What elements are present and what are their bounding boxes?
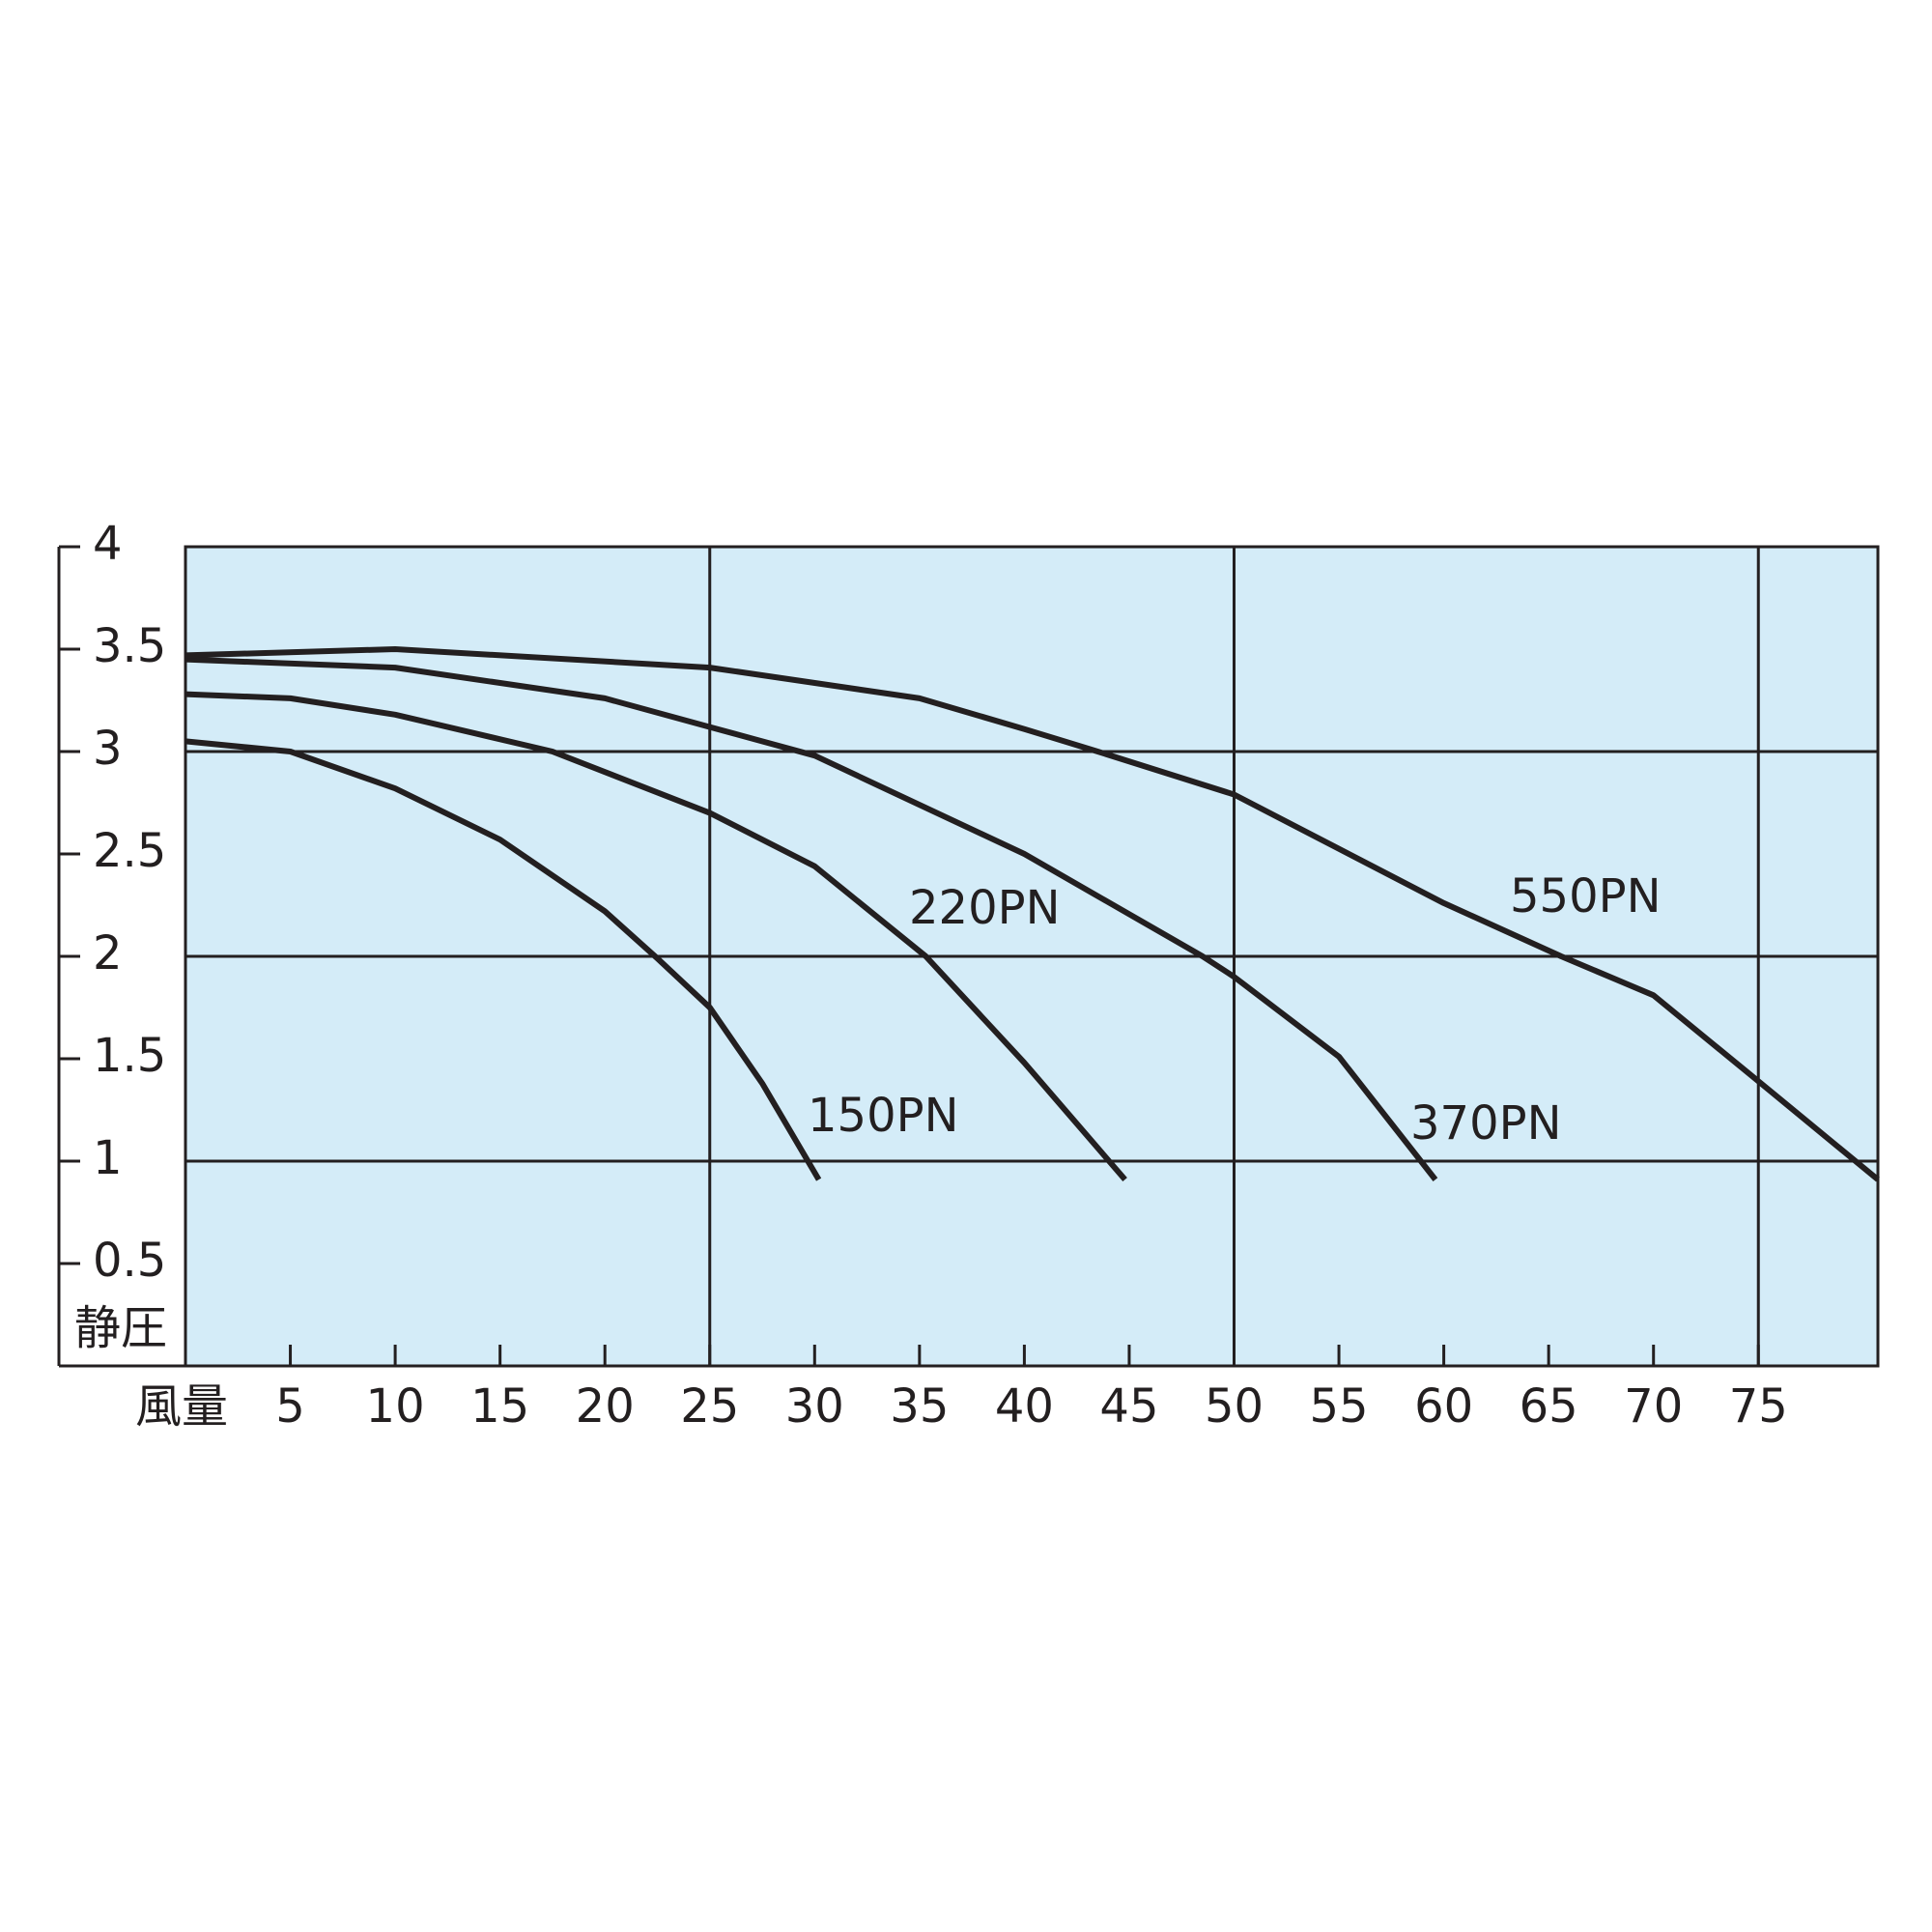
curve-label: 150PN xyxy=(808,1089,958,1143)
y-tick-label: 4 xyxy=(93,517,123,571)
x-tick-label: 75 xyxy=(1729,1379,1788,1434)
x-tick-label: 30 xyxy=(785,1379,844,1434)
x-tick-label: 40 xyxy=(995,1379,1054,1434)
x-tick-label: 50 xyxy=(1205,1379,1264,1434)
curve xyxy=(185,656,1438,1181)
x-tick-label: 60 xyxy=(1414,1379,1473,1434)
y-tick-label: 2 xyxy=(93,926,123,980)
curve xyxy=(185,738,822,1181)
y-tick-label: 3.5 xyxy=(93,619,166,673)
x-axis-label: 風量 xyxy=(135,1379,228,1434)
y-tick-label: 1.5 xyxy=(93,1029,166,1083)
curve-label: 550PN xyxy=(1510,869,1661,923)
y-tick-label: 0.5 xyxy=(93,1234,166,1288)
x-tick-label: 20 xyxy=(576,1379,635,1434)
y-axis-label: 静圧 xyxy=(74,1301,167,1355)
x-tick-label: 35 xyxy=(890,1379,949,1434)
y-tick-label: 2.5 xyxy=(93,824,166,878)
x-tick-label: 55 xyxy=(1310,1379,1369,1434)
x-tick-label: 45 xyxy=(1099,1379,1158,1434)
x-tick-label: 15 xyxy=(470,1379,529,1434)
curve xyxy=(185,646,1880,1182)
x-tick-label: 10 xyxy=(366,1379,425,1434)
curve-label: 370PN xyxy=(1410,1096,1561,1151)
curve xyxy=(185,691,1127,1182)
x-tick-label: 70 xyxy=(1624,1379,1683,1434)
x-tick-label: 25 xyxy=(680,1379,739,1434)
x-tick-label: 5 xyxy=(275,1379,305,1434)
curve-label: 220PN xyxy=(909,881,1060,935)
y-tick-label: 1 xyxy=(93,1131,123,1185)
y-tick-label: 3 xyxy=(93,722,123,776)
x-tick-label: 65 xyxy=(1520,1379,1578,1434)
